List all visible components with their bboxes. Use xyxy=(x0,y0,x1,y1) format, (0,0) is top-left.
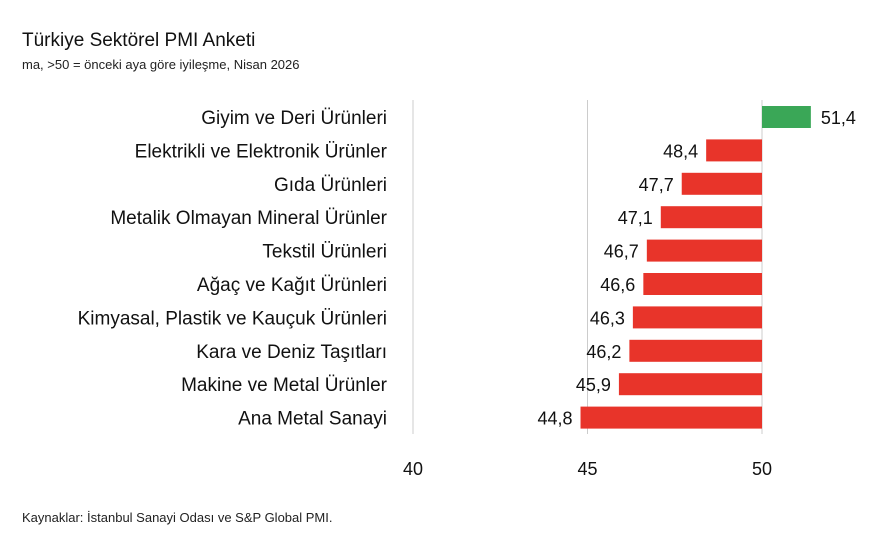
value-label: 46,7 xyxy=(604,242,639,262)
value-label: 44,8 xyxy=(537,409,572,429)
bar xyxy=(580,406,762,429)
value-label: 47,7 xyxy=(639,175,674,195)
bar xyxy=(762,106,811,128)
bar xyxy=(646,239,762,262)
bar xyxy=(629,339,762,362)
category-label: Elektrikli ve Elektronik Ürünler xyxy=(135,141,388,162)
x-axis-ticks: 40 45 50 xyxy=(403,459,772,479)
x-tick-label: 40 xyxy=(403,459,423,479)
value-labels: 51,4 48,4 47,7 47,1 46,7 46,6 46,3 46,2 45,944,8 xyxy=(537,108,855,429)
bars xyxy=(580,106,811,429)
category-label: Metalik Olmayan Mineral Ürünler xyxy=(110,208,387,229)
category-label: Tekstil Ürünleri xyxy=(262,242,387,263)
category-label: Ana Metal Sanayi xyxy=(238,409,387,430)
bar xyxy=(681,172,762,195)
value-label: 51,4 xyxy=(821,108,856,128)
bar xyxy=(632,306,762,329)
category-label: Kara ve Deniz Taşıtları xyxy=(196,342,387,363)
value-label: 47,1 xyxy=(618,208,653,228)
bar xyxy=(643,273,762,295)
category-label: Makine ve Metal Ürünler xyxy=(181,375,388,396)
value-label: 48,4 xyxy=(663,141,698,161)
value-label: 45,9 xyxy=(576,375,611,395)
bar xyxy=(618,373,762,396)
x-tick-label: 45 xyxy=(577,459,597,479)
source-note: Kaynaklar: İstanbul Sanayi Odası ve S&P … xyxy=(22,510,333,525)
value-label: 46,3 xyxy=(590,308,625,328)
bar xyxy=(660,206,762,229)
chart-subtitle: ma, >50 = önceki aya göre iyileşme, Nisa… xyxy=(22,57,300,72)
bar xyxy=(706,139,762,162)
value-label: 46,2 xyxy=(586,342,621,362)
x-tick-label: 50 xyxy=(752,459,772,479)
category-label: Ağaç ve Kağıt Ürünleri xyxy=(197,275,387,296)
category-label: Gıda Ürünleri xyxy=(274,175,387,196)
category-label: Kimyasal, Plastik ve Kauçuk Ürünleri xyxy=(78,308,387,329)
category-label: Giyim ve Deri Ürünleri xyxy=(201,108,387,129)
value-label: 46,6 xyxy=(600,275,635,295)
category-labels: Giyim ve Deri Ürünleri Elektrikli ve Elek… xyxy=(78,108,388,430)
chart-title: Türkiye Sektörel PMI Anketi xyxy=(22,30,256,51)
